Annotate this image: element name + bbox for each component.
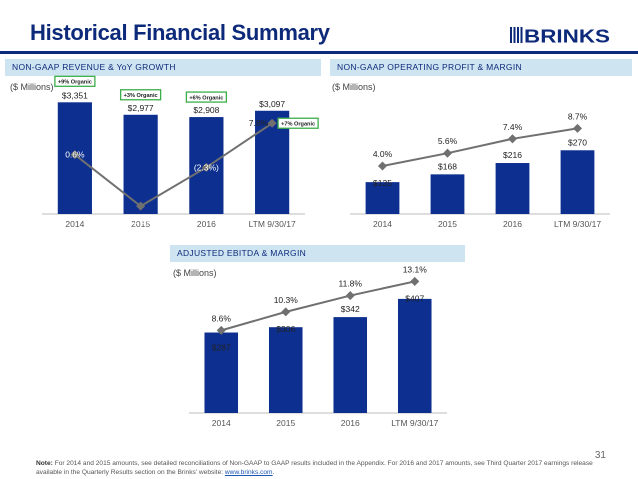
margin-value-label: 8.7% (568, 111, 588, 121)
bar-2014 (365, 182, 400, 214)
brinks-website-link[interactable]: www.brinks.com (224, 469, 273, 476)
bar-ltm-9-30-17 (397, 298, 432, 413)
line-marker (442, 148, 453, 158)
margin-value-label: 10.3% (274, 295, 299, 305)
margin-line (220, 280, 415, 332)
line-marker (281, 307, 291, 317)
note-text: For 2014 and 2015 amounts, see detailed … (36, 460, 593, 476)
margin-value-label: 11.8% (339, 279, 363, 289)
margin-value-label: (11.2%) (126, 216, 155, 226)
margin-value-label: (2.3%) (194, 162, 219, 172)
margin-value-label: 13.1% (403, 264, 428, 274)
bar-2015 (268, 327, 303, 413)
unit-label: ($ Millions) (10, 82, 54, 92)
title-divider (0, 51, 638, 54)
footnote: Note: For 2014 and 2015 amounts, see det… (36, 459, 596, 477)
margin-value-label: 5.6% (438, 136, 458, 146)
page-number: 31 (594, 450, 606, 461)
organic-growth-badge (54, 75, 96, 87)
organic-growth-label: +7% Organic (281, 122, 315, 128)
bar-value-label: $287 (212, 342, 231, 352)
bar-value-label: $2,908 (193, 105, 219, 115)
brinks-logo: BRINKS (510, 27, 610, 47)
organic-growth-badge (185, 91, 228, 103)
x-tick-label: 2014 (65, 219, 84, 229)
organic-growth-label: +3% Organic (124, 93, 158, 99)
bar-2016 (495, 163, 530, 214)
x-tick-label: LTM 9/30/17 (249, 219, 296, 229)
bar-value-label: $3,351 (62, 90, 88, 100)
op-profit-section-header: NON-GAAP OPERATING PROFIT & MARGIN (330, 59, 632, 76)
note-label: Note: (36, 460, 53, 467)
line-marker (345, 291, 355, 301)
bar-value-label: $168 (438, 161, 457, 171)
bar-value-label: $342 (341, 304, 360, 314)
bar-value-label: $2,977 (128, 103, 154, 113)
line-marker (377, 161, 388, 171)
revenue-chart: ($ Millions) 2014 2015 2016 LTM 9/30/17 $3,35… (10, 75, 319, 229)
x-tick-label: 2016 (341, 418, 360, 428)
logo-wordmark: BRINKS (524, 27, 610, 47)
logo-stripes (510, 27, 523, 43)
unit-label: ($ Millions) (173, 268, 217, 278)
bar-value-label: $306 (276, 324, 295, 334)
line-marker (267, 118, 277, 128)
note-end: . (272, 469, 275, 476)
x-tick-label: 2014 (373, 219, 392, 229)
bar-2014 (204, 332, 239, 413)
x-tick-label: LTM 9/30/17 (554, 219, 601, 229)
ebitda-section-header: ADJUSTED EBITDA & MARGIN (170, 245, 465, 262)
line-marker (507, 134, 518, 144)
bar-value-label: $216 (503, 150, 522, 160)
bar-value-label: $407 (405, 293, 424, 303)
x-tick-label: LTM 9/30/17 (391, 418, 438, 428)
bar-2015 (430, 174, 465, 214)
x-tick-label: 2016 (197, 219, 216, 229)
x-tick-label: 2016 (503, 219, 522, 229)
margin-value-label: 7.4% (503, 122, 523, 132)
organic-growth-label: +6% Organic (189, 95, 223, 101)
operating-profit-chart: ($ Millions) 2014 2015 2016 LTM 9/30/17 $135 $… (332, 82, 610, 229)
margin-line (74, 122, 273, 208)
bar-value-label: $3,097 (259, 99, 285, 109)
margin-value-label: 0.6% (65, 150, 85, 160)
line-marker (572, 123, 583, 133)
line-marker (201, 162, 211, 172)
bar-2016 (333, 317, 368, 413)
margin-line (382, 127, 578, 167)
bar-value-label: $135 (373, 178, 392, 188)
x-tick-label: 2014 (212, 418, 231, 428)
margin-value-label: 8.6% (212, 313, 232, 323)
x-tick-label: 2015 (276, 418, 295, 428)
unit-label: ($ Millions) (332, 82, 376, 92)
bar-ltm-9-30-17 (560, 150, 595, 214)
organic-growth-badge (277, 117, 319, 129)
line-marker (410, 276, 420, 286)
organic-growth-badge (119, 89, 162, 101)
bar-value-label: $270 (568, 137, 587, 147)
page-title: Historical Financial Summary (30, 20, 330, 45)
organic-growth-label: +9% Organic (58, 80, 92, 86)
margin-value-label: 4.0% (373, 149, 393, 159)
margin-value-label: 7.8% (249, 118, 269, 128)
x-tick-label: 2015 (131, 219, 150, 229)
x-tick-label: 2015 (438, 219, 457, 229)
line-marker (136, 201, 146, 211)
revenue-section-header: NON-GAAP REVENUE & YoY GROWTH (5, 59, 321, 76)
adjusted-ebitda-chart: ($ Millions) 2014 2015 2016 LTM 9/30/17 $287 $… (173, 264, 447, 428)
